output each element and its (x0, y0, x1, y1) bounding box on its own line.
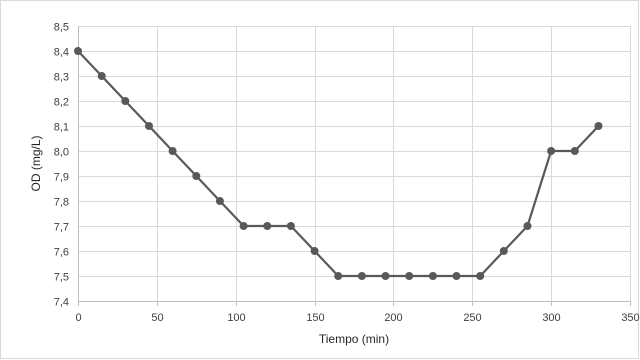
y-tick-label: 8,2 (54, 97, 69, 109)
y-tick-label: 8,3 (54, 72, 69, 84)
data-point (192, 172, 200, 180)
data-point (216, 197, 224, 205)
series (74, 47, 603, 280)
data-point (500, 247, 508, 255)
y-tick-label: 8,4 (54, 47, 69, 59)
data-point (287, 222, 295, 230)
x-tick-label: 200 (384, 312, 402, 324)
y-tick-label: 8,5 (54, 22, 69, 34)
x-tick-label: 0 (75, 312, 81, 324)
data-point (358, 272, 366, 280)
series-line (78, 51, 599, 276)
data-point (263, 222, 271, 230)
y-tick-label: 7,7 (54, 222, 69, 234)
data-point (74, 47, 82, 55)
x-tick-label: 50 (151, 312, 163, 324)
data-point (334, 272, 342, 280)
data-point (476, 272, 484, 280)
data-point (98, 72, 106, 80)
x-tick-label: 350 (621, 312, 639, 324)
x-tick-label: 150 (306, 312, 324, 324)
x-tick-label: 250 (463, 312, 481, 324)
data-point (453, 272, 461, 280)
x-tick-label: 300 (542, 312, 560, 324)
data-point (547, 147, 555, 155)
data-point (382, 272, 390, 280)
y-tick-label: 7,4 (54, 297, 69, 309)
y-axis-title: OD (mg/L) (29, 135, 43, 191)
data-point (145, 122, 153, 130)
data-point (571, 147, 579, 155)
x-axis-title: Tiempo (min) (319, 332, 389, 346)
y-tick-label: 8,1 (54, 122, 69, 134)
data-point (169, 147, 177, 155)
y-tick-label: 7,9 (54, 172, 69, 184)
data-point (311, 247, 319, 255)
y-tick-label: 7,5 (54, 272, 69, 284)
data-point (595, 122, 603, 130)
data-point (405, 272, 413, 280)
y-tick-label: 7,6 (54, 247, 69, 259)
y-tick-label: 7,8 (54, 197, 69, 209)
y-tick-label: 8,0 (54, 147, 69, 159)
x-tick-label: 100 (227, 312, 245, 324)
data-point (121, 97, 129, 105)
axes (78, 26, 631, 306)
data-point (524, 222, 532, 230)
data-point (429, 272, 437, 280)
data-point (240, 222, 248, 230)
